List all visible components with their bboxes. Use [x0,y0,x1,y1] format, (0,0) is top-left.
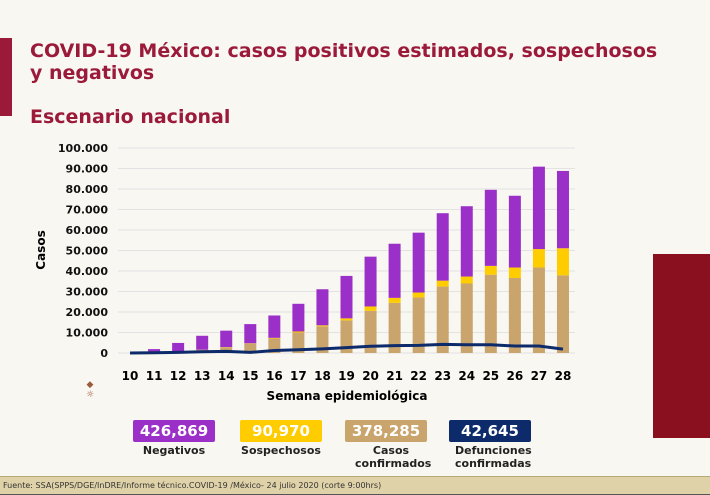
y-tick-label: 100.000 [58,142,108,155]
bar-segment [508,195,521,268]
total-negativos: 426,869 [133,420,215,442]
bar-segment [532,249,545,268]
total-defunciones: 42,645 [449,420,531,442]
bar-segment [436,213,449,281]
x-tick-label: 24 [458,369,475,383]
bar-segment [292,331,305,333]
x-axis-label: Semana epidemiológica [267,389,428,403]
bar-segment [412,292,425,298]
x-tick-label: 15 [242,369,259,383]
bar-segment [388,297,401,303]
bar-segment [364,310,377,353]
bar-segment [508,267,521,278]
x-tick-label: 25 [482,369,499,383]
bar-segment [412,297,425,353]
title-accent-bar [0,38,12,116]
x-tick-label: 22 [410,369,427,383]
bar-segment [484,189,497,266]
bar-segment [268,315,281,338]
government-logo: ◆ ☼ [85,380,95,400]
y-tick-label: 90.000 [66,163,109,176]
label-confirmados: Casos confirmados [355,444,432,470]
page-title: COVID-19 México: casos positivos estimad… [30,40,658,84]
bar-segment [292,303,305,332]
x-tick-label: 14 [218,369,235,383]
bar-segment [412,232,425,293]
y-tick-label: 70.000 [66,204,109,217]
y-tick-label: 60.000 [66,224,109,237]
label-defunciones: Defunciones confirmadas [455,444,532,470]
bar-segment [148,349,161,353]
bar-segment [316,326,329,353]
bar-segment [364,306,377,311]
y-tick-label: 40.000 [66,265,109,278]
y-axis-label: Casos [34,230,48,269]
bar-segment [388,302,401,353]
bar-segment [556,170,569,249]
y-tick-label: 20.000 [66,306,109,319]
x-tick-label: 13 [194,369,211,383]
bar-segment [196,335,209,350]
bar-segment [364,256,377,307]
bar-segment [340,275,353,319]
bar-segment [436,280,449,287]
x-tick-label: 10 [122,369,139,383]
deaths-line [130,342,564,355]
bar-segment [484,274,497,353]
x-tick-label: 23 [434,369,451,383]
bar-segment [436,286,449,353]
y-tick-label: 10.000 [66,327,109,340]
bar-segment [340,318,353,321]
bar-segment [388,243,401,298]
source-footer: Fuente: SSA(SPPS/DGE/InDRE/Informe técni… [0,476,710,495]
x-tick-label: 19 [338,369,355,383]
bar-segment [532,267,545,353]
x-tick-label: 21 [386,369,403,383]
total-sospechosos: 90,970 [240,420,322,442]
interpreter-video [653,254,710,438]
x-tick-label: 12 [170,369,187,383]
x-tick-label: 27 [531,369,548,383]
bar-segment [508,277,521,353]
bar-segment [244,324,257,344]
x-tick-label: 26 [507,369,524,383]
x-tick-label: 18 [314,369,331,383]
bar-segment [316,289,329,326]
bar-segment [484,265,497,275]
y-tick-label: 30.000 [66,286,109,299]
bar-segment [292,332,305,353]
label-sospechosos: Sospechosos [241,444,321,457]
bar-segment [556,248,569,276]
page-subtitle: Escenario nacional [30,106,231,128]
bar-segment [340,320,353,353]
total-confirmados: 378,285 [345,420,427,442]
x-tick-label: 17 [290,369,307,383]
label-negativos: Negativos [142,444,206,457]
y-tick-label: 0 [100,347,108,360]
bar-segment [460,206,473,277]
bar-segment [172,342,185,352]
x-tick-label: 11 [146,369,163,383]
x-tick-label: 28 [555,369,572,383]
bar-segment [220,330,233,348]
bar-segment [244,343,257,353]
x-tick-label: 20 [362,369,379,383]
y-tick-label: 50.000 [66,245,109,258]
bar-segment [460,276,473,284]
x-tick-label: 16 [266,369,283,383]
bar-segment [556,275,569,353]
bar-segment [532,166,545,250]
bar-segment [460,283,473,353]
bar-segment [268,337,281,339]
bar-segment [316,325,329,327]
y-tick-label: 80.000 [66,183,109,196]
